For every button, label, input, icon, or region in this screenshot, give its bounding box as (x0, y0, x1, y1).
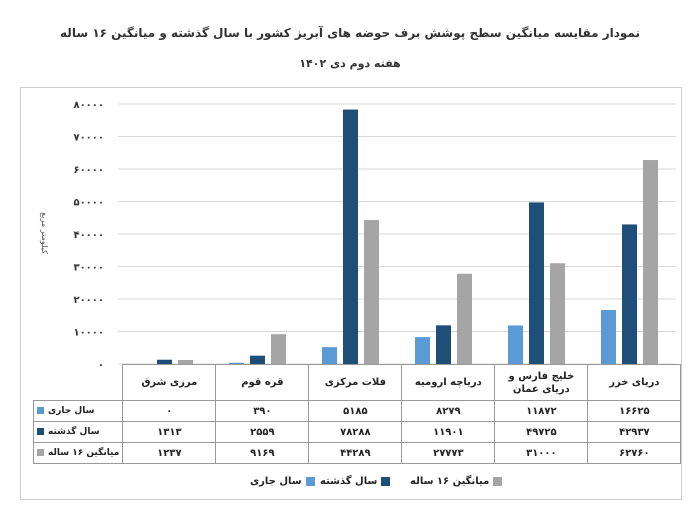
y-tick-label: ۷۰۰۰۰ (73, 133, 104, 144)
table-row-head: میانگین ۱۶ ساله (32, 442, 124, 464)
legend-item-16yr-average: میانگین ۱۶ ساله (410, 476, 503, 487)
table-category-cell: خلیج فارس و دریای عمان (494, 364, 589, 401)
bar (643, 160, 658, 364)
bar (178, 359, 193, 364)
chart-frame (20, 87, 682, 500)
legend-swatch (381, 476, 391, 486)
table-cell: ۳۱۰۰۰ (494, 442, 589, 464)
legend-item-current-year: سال جاری (250, 476, 315, 487)
series-name: سال گذشته (48, 427, 100, 437)
bar (550, 263, 565, 364)
bar (601, 309, 616, 364)
table-cell: ۲۵۵۹ (215, 421, 310, 443)
legend-label: سال گذشته (320, 476, 378, 487)
table-cell: ۷۸۲۸۸ (308, 421, 403, 443)
gridlines (118, 103, 676, 365)
table-cell: ۰ (122, 400, 217, 422)
bar (415, 337, 430, 364)
legend-swatch (305, 476, 315, 486)
y-axis-label: کیلومتر مربع (40, 212, 49, 254)
legend-swatch (493, 476, 503, 486)
series-swatch (37, 428, 44, 435)
table-category-cell: دریای خزر (587, 364, 682, 401)
y-axis-ticks: ۰ ۱۰۰۰۰ ۲۰۰۰۰ ۳۰۰۰۰ ۴۰۰۰۰ ۵۰۰۰۰ ۶۰۰۰۰ ۷۰۰۰۰ ۸۰۰۰… (73, 100, 104, 371)
bar (157, 359, 172, 364)
table-cell: ۸۲۷۹ (401, 400, 496, 422)
bar (436, 325, 451, 364)
y-tick-label: ۸۰۰۰۰ (73, 100, 104, 111)
chart-subtitle: هفته دوم دی ۱۴۰۲ (299, 57, 401, 70)
table-row-current-year: سال جاری ۰ ۳۹۰ ۵۱۸۵ ۸۲۷۹ ۱۱۸۷۲ ۱۶۶۲۵ (32, 400, 682, 422)
series-name: سال جاری (48, 406, 95, 416)
bar (343, 109, 358, 365)
table-category-cell: دریاچه ارومیه (401, 364, 496, 401)
table-category-cell: قره قوم (215, 364, 310, 401)
bars (157, 109, 658, 365)
table-cell: ۶۲۷۶۰ (587, 442, 682, 464)
bar (364, 220, 379, 364)
data-table: مرزی شرق قره قوم فلات مرکزی دریاچه ارومی… (32, 364, 682, 464)
legend-label: میانگین ۱۶ ساله (410, 476, 490, 487)
table-cell: ۱۱۸۷۲ (494, 400, 589, 422)
chart-title: نمودار مقایسه میانگین سطح پوشش برف حوضه … (60, 26, 640, 40)
table-cell: ۲۷۷۷۳ (401, 442, 496, 464)
table-category-cell: فلات مرکزی (308, 364, 403, 401)
table-cell: ۱۱۹۰۱ (401, 421, 496, 443)
y-tick-label: ۴۰۰۰۰ (73, 230, 104, 241)
table-cell: ۵۱۸۵ (308, 400, 403, 422)
bar (271, 334, 286, 364)
bar (457, 273, 472, 364)
bar (250, 355, 265, 364)
table-cell: ۱۳۱۳ (122, 421, 217, 443)
table-corner (34, 365, 123, 401)
table-row-head: سال جاری (32, 400, 124, 422)
table-row-last-year: سال گذشته ۱۳۱۳ ۲۵۵۹ ۷۸۲۸۸ ۱۱۹۰۱ ۴۹۷۲۵ ۴۲… (32, 421, 682, 443)
table-cell: ۱۲۳۷ (122, 442, 217, 464)
legend-item-last-year: سال گذشته (320, 476, 391, 487)
series-swatch (37, 407, 44, 414)
table-row-head: سال گذشته (32, 421, 124, 443)
series-swatch (37, 449, 44, 456)
bar (529, 202, 544, 364)
table-cell: ۹۱۶۹ (215, 442, 310, 464)
legend-label: سال جاری (250, 476, 302, 487)
table-cell: ۴۴۲۸۹ (308, 442, 403, 464)
y-tick-label: ۱۰۰۰۰ (73, 328, 104, 339)
table-header-row: مرزی شرق قره قوم فلات مرکزی دریاچه ارومی… (34, 364, 682, 401)
table-row-16yr-average: میانگین ۱۶ ساله ۱۲۳۷ ۹۱۶۹ ۴۴۲۸۹ ۲۷۷۷۳ ۳۱… (32, 442, 682, 464)
bar (322, 347, 337, 364)
y-tick-label: ۵۰۰۰۰ (73, 198, 104, 209)
series-name: میانگین ۱۶ ساله (48, 448, 120, 458)
y-tick-label: ۰ (98, 360, 104, 371)
table-cell: ۴۹۷۲۵ (494, 421, 589, 443)
table-category-cell: مرزی شرق (122, 364, 217, 401)
y-tick-label: ۶۰۰۰۰ (73, 165, 104, 176)
bar (508, 325, 523, 364)
bar (622, 224, 637, 364)
y-tick-label: ۳۰۰۰۰ (73, 263, 104, 274)
bar (229, 362, 244, 364)
table-cell: ۱۶۶۲۵ (587, 400, 682, 422)
table-cell: ۴۲۹۳۷ (587, 421, 682, 443)
table-cell: ۳۹۰ (215, 400, 310, 422)
y-tick-label: ۲۰۰۰۰ (73, 295, 104, 306)
